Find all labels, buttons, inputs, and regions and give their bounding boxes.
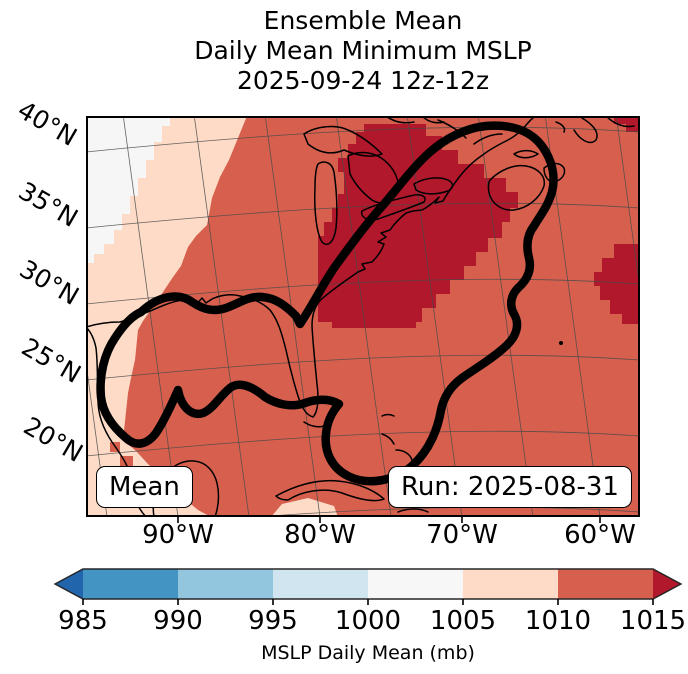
map-axes <box>86 116 640 517</box>
colorbar-tick-1015: 1015 <box>619 606 687 636</box>
coastline-pei <box>513 149 539 159</box>
colorbar-tick-1000: 1000 <box>334 606 402 636</box>
fill-region-1005-1010-south <box>271 498 338 517</box>
colorbar-segment-1000-1005 <box>368 569 463 599</box>
colorbar-ticks <box>82 599 654 605</box>
bermuda-dot <box>559 341 563 345</box>
y-tick-label-40n: 40°N <box>12 95 82 152</box>
title-line-1: Ensemble Mean <box>263 6 463 35</box>
fill-region-1005-1010 <box>86 116 247 517</box>
lake-superior <box>303 125 383 157</box>
colorbar-over-arrow <box>653 569 681 599</box>
axes-frame <box>86 116 640 517</box>
colorbar-axis-label: MSLP Daily Mean (mb) <box>261 642 475 664</box>
fill-region-over-1015-east <box>594 244 640 324</box>
x-tick-label-70w: 70°W <box>426 520 498 550</box>
coastlines <box>86 116 635 517</box>
fill-region-over-1015-central <box>318 124 518 328</box>
colorbar-tick-985: 985 <box>58 606 108 636</box>
mslp-threshold-contour <box>96 121 558 486</box>
coastline-nova-scotia <box>487 164 546 211</box>
colorbar-segment-985-990 <box>83 569 178 599</box>
lake-michigan <box>314 161 338 246</box>
colorbar <box>53 568 683 605</box>
colorbar-under-arrow <box>55 569 83 599</box>
colorbar-segment-1010-1015 <box>558 569 653 599</box>
run-date-annotation-box: Run: 2025-08-31 <box>388 466 632 508</box>
mslp-map <box>86 116 640 517</box>
coastline-hispaniola <box>397 508 429 513</box>
x-axis-ticks <box>177 517 601 523</box>
fill-region-over-1015-corner <box>614 116 640 132</box>
colorbar-segment-1005-1010 <box>463 569 558 599</box>
x-tick-label-60w: 60°W <box>564 520 636 550</box>
x-tick-label-80w: 80°W <box>284 520 356 550</box>
title-line-3: 2025-09-24 12z-12z <box>236 66 490 95</box>
title-line-2: Daily Mean Minimum MSLP <box>194 36 532 65</box>
lake-ontario <box>413 177 454 195</box>
colorbar-tick-995: 995 <box>248 606 298 636</box>
y-tick-label-30n: 30°N <box>14 254 84 311</box>
colorbar-tick-1005: 1005 <box>429 606 497 636</box>
colorbar-tick-1010: 1010 <box>524 606 592 636</box>
colorbar-segment-995-1000 <box>273 569 368 599</box>
colorbar-segment-990-995 <box>178 569 273 599</box>
coastline-bahamas <box>303 413 433 475</box>
coastline-cuba <box>275 479 385 502</box>
mean-annotation-box: Mean <box>96 466 193 508</box>
colorbar-tick-990: 990 <box>153 606 203 636</box>
y-tick-label-35n: 35°N <box>13 176 83 233</box>
coastline-st-lawrence <box>385 116 503 145</box>
figure-title: Ensemble Mean Daily Mean Minimum MSLP 20… <box>86 6 640 96</box>
x-tick-label-90w: 90°W <box>142 520 214 550</box>
y-tick-label-25n: 25°N <box>16 332 86 389</box>
